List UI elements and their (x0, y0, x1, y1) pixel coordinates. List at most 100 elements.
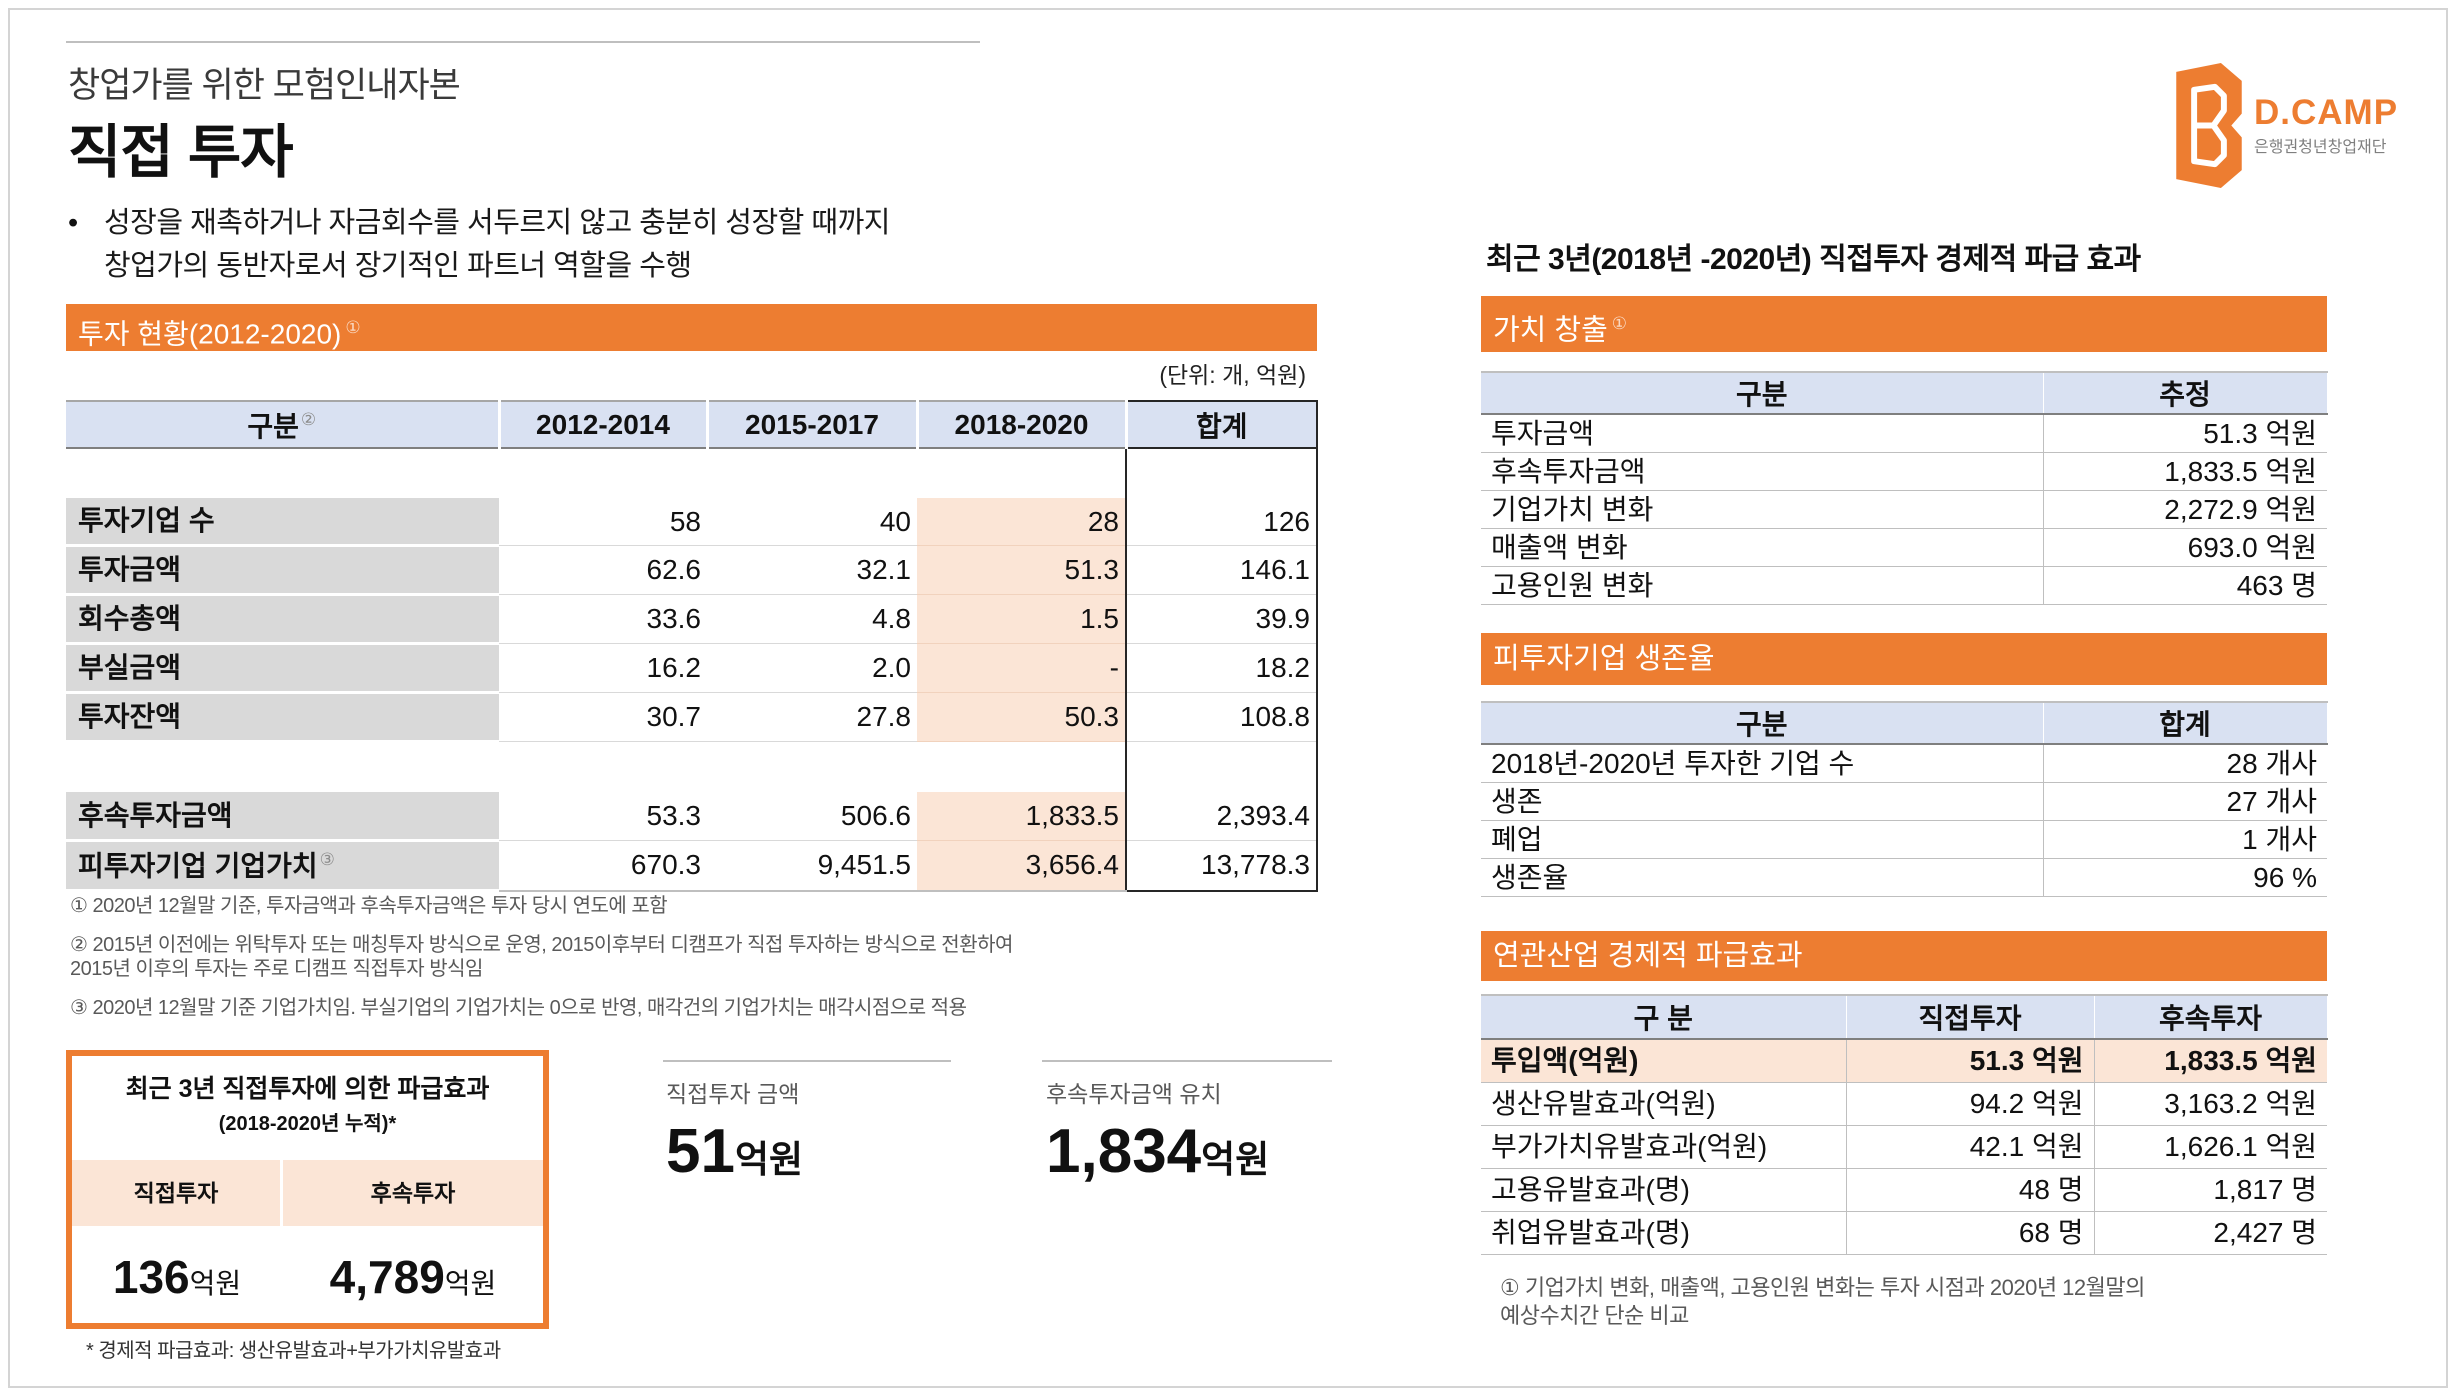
row-label: 폐업 (1491, 823, 1543, 855)
spacer-cell (499, 742, 707, 793)
row-label: 투입액(억원) (1491, 1045, 1639, 1076)
impact-summary-box: 최근 3년 직접투자에 의한 파급효과 (2018-2020년 누적)* 직접투… (66, 1050, 549, 1329)
stat-follow-label: 후속투자금액 유치 (1046, 1081, 1222, 1107)
table-header-row: 구분 합계 (1481, 701, 2328, 745)
impact-follow-unit: 억원 (444, 1268, 497, 1299)
table-row: 생산유발효과(억원) 94.2 억원 3,163.2 억원 (1481, 1082, 2327, 1126)
spacer-row (66, 741, 1318, 793)
spacer-cell (1125, 448, 1318, 498)
row-label: 투자잔액 (78, 701, 182, 732)
table-body: 2018년-2020년 투자한 기업 수 28 개사 생존 27 개사 폐업 1 개사 생존… (1481, 744, 2327, 897)
column-header-label: 구분 (1735, 379, 1788, 410)
cell-value-text: 2,393.4 (1216, 800, 1310, 831)
column-header: 구분 (1481, 701, 2044, 745)
right-heading: 최근 3년(2018년 -2020년) 직접투자 경제적 파급 효과 (1486, 243, 2141, 276)
column-header: 합계 (2043, 701, 2328, 745)
cell-value-text: 40 (879, 505, 911, 537)
cell-value: 40 (707, 498, 917, 546)
cell-value-text: 4.8 (872, 603, 911, 634)
spacer-cell (917, 742, 1126, 793)
impact-box-subtitle: (2018-2020년 누적)* (218, 1113, 397, 1135)
cell-value-text: 3,656.4 (1025, 849, 1119, 881)
cell-value-text: 1,833.5 억원 (2164, 455, 2317, 487)
section-title: 피투자기업 생존율 (1493, 643, 1715, 675)
column-header: 합계 (1125, 400, 1318, 449)
table-row: 투자금액 62.6 32.1 51.3 146.1 (66, 545, 1318, 596)
cell-value-text: 39.9 (1255, 603, 1311, 634)
bullet-text-line: 성장을 재촉하거나 자금회수를 서두르지 않고 충분히 성장할 때까지 (104, 207, 890, 239)
cell-value-text: 51.3 (1064, 554, 1120, 585)
cell-value-text: 53.3 (646, 800, 702, 831)
impact-follow-number: 4,789 (329, 1251, 445, 1303)
impact-footnote: * 경제적 파급효과: 생산유발효과+부가가치유발효과 (86, 1340, 501, 1362)
table-row: 피투자기업 기업가치 ③ 670.3 9,451.5 3,656.4 13,778.3 (66, 840, 1318, 892)
table-row: 회수총액 33.6 4.8 1.5 39.9 (66, 594, 1318, 645)
cell-value-text: 51.3 억원 (2203, 417, 2317, 449)
cell-value-text: 126 (1263, 505, 1310, 537)
cell-value: 30.7 (499, 692, 707, 742)
column-header-label: 후속투자 (2158, 1003, 2263, 1034)
cell-value: 18.2 (1125, 643, 1318, 693)
table-body: 투입액(억원) 51.3 억원 1,833.5 억원 생산유발효과(억원) 94.2 억… (1481, 1039, 2327, 1255)
cell-value-text: 13,778.3 (1201, 849, 1310, 881)
table-row: 생존 27 개사 (1481, 782, 2327, 821)
footnote: 2015년 이후의 투자는 주로 디캠프 직접투자 방식임 (70, 958, 483, 980)
dcamp-logo-icon (2176, 63, 2242, 188)
cell-value: 13,778.3 (1125, 840, 1318, 892)
cell-value-text: 1,833.5 (1025, 800, 1119, 831)
logo-name: D.CAMP (2254, 93, 2399, 132)
column-header-label: 추정 (2159, 379, 2211, 410)
cell-value-text: 58 (669, 505, 701, 537)
cell-value: 42.1 억원 (1846, 1125, 2095, 1169)
table-row: 투입액(억원) 51.3 억원 1,833.5 억원 (1481, 1039, 2327, 1083)
table-row: 투자금액 51.3 억원 (1481, 414, 2327, 453)
table-row: 기업가치 변화 2,272.9 억원 (1481, 490, 2327, 529)
row-label-cell: 투자잔액 (66, 692, 499, 743)
cell-value-text: 50.3 (1064, 701, 1120, 732)
row-label-cell: 생산유발효과(억원) (1481, 1082, 1847, 1126)
row-label: 취업유발효과(명) (1491, 1217, 1690, 1248)
stat-follow-unit: 억원 (1201, 1139, 1270, 1180)
stat-direct-unit: 억원 (734, 1139, 804, 1180)
cell-value: 27.8 (707, 692, 917, 742)
column-header-label: 직접투자 (1918, 1003, 2022, 1034)
column-header-label: 구분 (247, 410, 299, 442)
spacer-cell (707, 742, 917, 793)
cell-value: 68 명 (1846, 1211, 2095, 1255)
cell-value-text: 506.6 (840, 800, 911, 831)
footnote: ② 2015년 이전에는 위탁투자 또는 매칭투자 방식으로 운영, 2015이… (70, 934, 1013, 956)
cell-value: 2,427 명 (2094, 1211, 2327, 1255)
cell-value: 28 (917, 498, 1126, 546)
investment-status-table: 구분 ② 2012-2014 2015-2017 2018-2020 합계 투자기업 수 58… (66, 400, 1318, 892)
cell-value-text: 18.2 (1255, 652, 1311, 683)
table-header: 구분 추정 (1481, 371, 2328, 415)
stat-follow-number: 1,834 (1046, 1117, 1202, 1186)
footnote-mark: ③ (319, 849, 335, 869)
column-header: 2018-2020 (917, 400, 1128, 449)
row-label: 후속투자금액 (78, 799, 233, 831)
row-label-cell: 투입액(억원) (1481, 1039, 1847, 1083)
section-header-investment-status: 투자 현황(2012-2020) ① (66, 304, 1317, 351)
cell-value: 51.3 억원 (1846, 1039, 2095, 1083)
row-label: 부가가치유발효과(억원) (1491, 1131, 1768, 1162)
impact-follow-value: 4,789억원 (283, 1247, 543, 1307)
cell-value: 506.6 (707, 792, 917, 841)
column-header: 2015-2017 (707, 400, 919, 449)
column-header: 구분 (1481, 371, 2044, 415)
section-title: 투자 현황(2012-2020) (78, 318, 342, 350)
row-label-cell: 생존 (1481, 782, 2044, 821)
row-label: 투자금액 (1491, 417, 1595, 449)
cell-value-text: 2,272.9 억원 (2164, 493, 2317, 525)
table-row: 투자잔액 30.7 27.8 50.3 108.8 (66, 692, 1318, 743)
cell-value: 9,451.5 (707, 840, 917, 892)
row-label-cell: 후속투자금액 (66, 792, 499, 842)
cell-value-text: 1,626.1 억원 (2164, 1131, 2317, 1162)
cell-value-text: 32.1 (856, 554, 912, 585)
cell-value: 32.1 (707, 545, 917, 595)
top-rule (66, 41, 980, 43)
table-row: 투자기업 수 58 40 28 126 (66, 498, 1318, 547)
row-label: 피투자기업 기업가치 (78, 850, 318, 882)
footnote: ③ 2020년 12월말 기준 기업가치임. 부실기업의 기업가치는 0으로 반… (70, 997, 967, 1019)
cell-value-text: 62.6 (646, 554, 702, 585)
cell-value: 108.8 (1125, 692, 1318, 742)
